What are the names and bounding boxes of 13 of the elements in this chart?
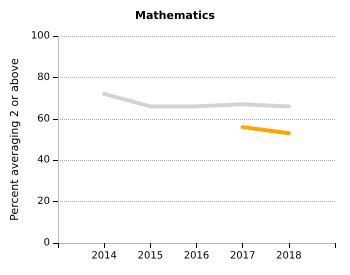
x-tick-label: 2015 (138, 250, 164, 262)
x-tick-label: 2018 (276, 250, 302, 262)
y-tick-label: 100 (30, 30, 50, 42)
y-tick-label: 60 (37, 113, 50, 124)
chart-title: Mathematics (135, 9, 216, 22)
y-tick-label: 0 (44, 238, 50, 248)
y-axis-title: Percent averaging 2 or above (8, 58, 21, 221)
y-tick-label: 20 (37, 196, 50, 208)
x-tick-label: 2016 (184, 250, 210, 262)
x-tick-label: 2017 (230, 250, 256, 262)
x-tick-label: 2014 (91, 250, 117, 262)
y-tick-label: 80 (37, 72, 50, 83)
y-tick-label: 40 (37, 154, 50, 166)
